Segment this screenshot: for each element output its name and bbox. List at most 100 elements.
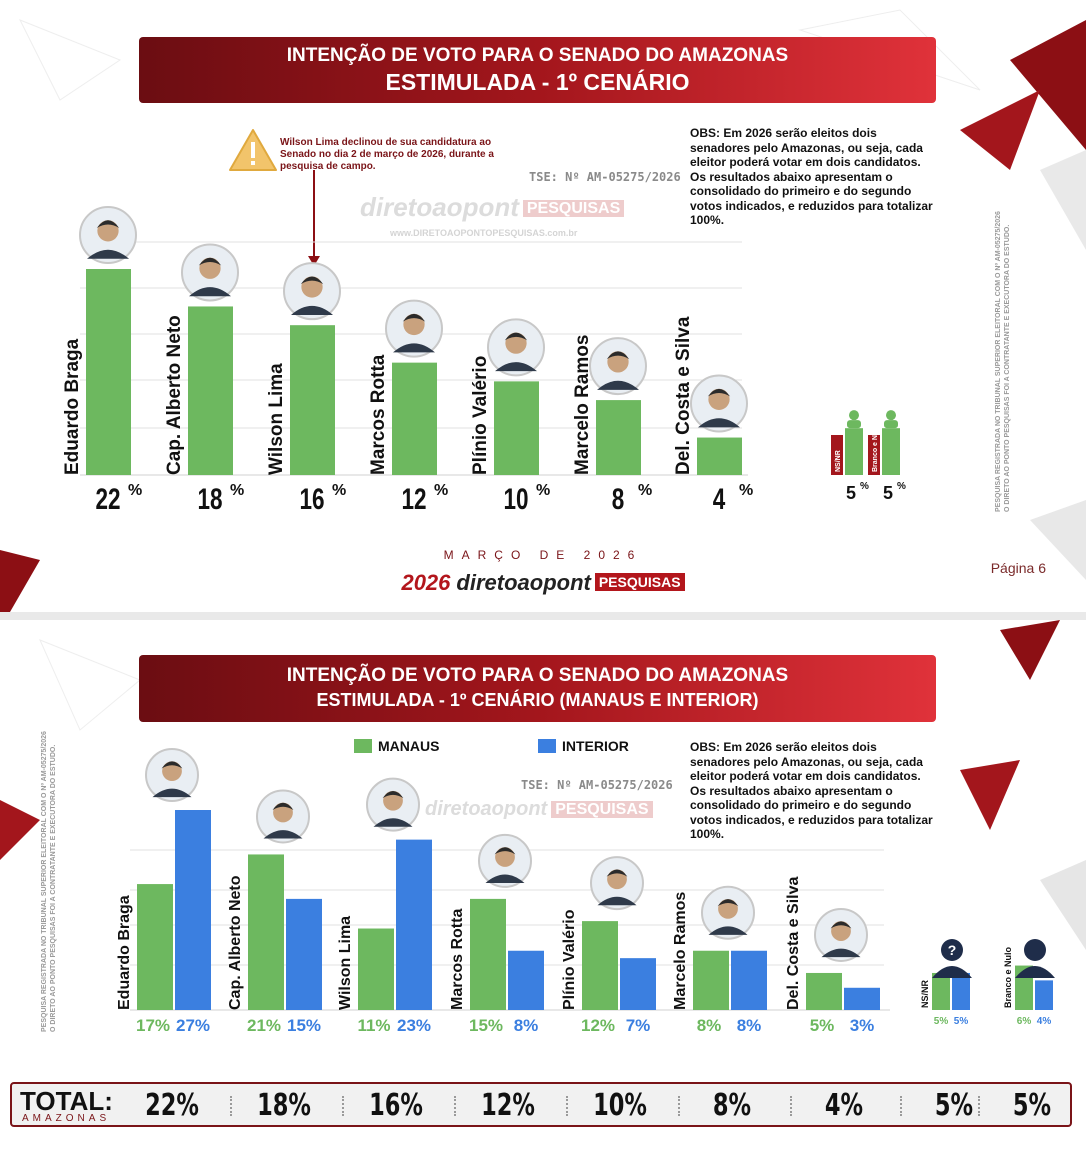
question-person-icon: ? <box>932 939 972 978</box>
candidate-photo <box>487 318 545 377</box>
total-separator <box>678 1096 680 1116</box>
title-line-1: INTENÇÃO DE VOTO PARA O SENADO DO AMAZON… <box>286 45 789 66</box>
total-value: 4% <box>824 1088 864 1123</box>
title-line-2: ESTIMULADA - 1º CENÁRIO (MANAUS E INTERI… <box>316 690 759 710</box>
bar-interior <box>175 810 211 1010</box>
watermark-logo: diretoaopont PESQUISAS <box>360 192 625 223</box>
watermark-badge: PESQUISAS <box>522 200 625 218</box>
note-arrow <box>308 170 320 266</box>
value-manaus: 17% <box>136 1016 170 1035</box>
category-label: Branco e Nulo <box>1003 946 1013 1008</box>
legend-manaus: MANAUS <box>354 738 439 754</box>
bar-interior <box>952 972 970 1010</box>
total-separator <box>790 1096 792 1116</box>
value-interior: 8% <box>737 1016 762 1035</box>
category-label: NS/NR <box>920 979 930 1008</box>
bar-interior <box>508 950 544 1010</box>
candidate-photo <box>181 243 239 302</box>
bar <box>697 437 742 475</box>
watermark-url: www.DIRETOAOPONTOPESQUISAS.com.br <box>390 228 578 238</box>
footer-year: 2026 <box>401 570 451 595</box>
bar-manaus <box>932 972 950 1010</box>
watermark-text: diretoaopont <box>360 192 519 222</box>
bar-interior <box>286 898 322 1010</box>
total-value: 18% <box>257 1088 311 1123</box>
value-interior: 23% <box>397 1016 431 1035</box>
total-label: TOTAL: <box>20 1086 113 1116</box>
bar-manaus <box>248 854 284 1010</box>
candidate-photo <box>256 789 310 844</box>
candidate-photo <box>690 374 748 433</box>
category-label: Eduardo Braga <box>62 338 83 475</box>
value-unit: % <box>536 482 550 499</box>
value-label: 10 <box>503 482 528 516</box>
category-label: Wilson Lima <box>337 916 354 1010</box>
value-unit: % <box>860 481 869 492</box>
value-label: 22 <box>95 482 120 516</box>
watermark-text: diretoaopont <box>425 798 548 820</box>
total-separator <box>454 1096 456 1116</box>
label-tag <box>868 435 880 475</box>
value-unit: % <box>332 482 346 499</box>
watermark-badge: PESQUISAS <box>551 800 653 818</box>
watermark-logo: diretoaopont PESQUISAS <box>425 798 653 821</box>
candidate-photo <box>145 748 199 802</box>
bar-manaus <box>358 928 394 1010</box>
bar-manaus <box>806 972 842 1010</box>
category-label: Cap. Alberto Neto <box>164 315 185 475</box>
slide-2: INTENÇÃO DE VOTO PARA O SENADO DO AMAZON… <box>0 620 1086 1150</box>
category-label: Wilson Lima <box>266 363 287 475</box>
value-manaus: 12% <box>581 1016 615 1035</box>
bar-manaus <box>693 950 729 1010</box>
bar-interior <box>396 839 432 1010</box>
total-separator <box>900 1096 902 1116</box>
value-interior: 3% <box>850 1016 875 1035</box>
total-value: 8% <box>712 1088 752 1123</box>
legend-label-interior: INTERIOR <box>562 738 629 754</box>
label-tag <box>831 435 843 475</box>
value-manaus: 6% <box>1017 1016 1032 1027</box>
value-interior: 4% <box>1037 1016 1052 1027</box>
category-label: Marcelo Ramos <box>572 335 593 475</box>
person-icon <box>847 410 861 429</box>
category-label: Marcos Rotta <box>368 354 389 475</box>
bar-interior <box>1035 980 1053 1010</box>
page-number: Página 6 <box>990 560 1046 576</box>
title-banner: INTENÇÃO DE VOTO PARA O SENADO DO AMAZON… <box>139 37 936 103</box>
warning-note: Wilson Lima declinou de sua candidatura … <box>280 137 494 172</box>
bar-interior <box>620 958 656 1010</box>
tse-registration: TSE: Nº AM-05275/2026 <box>529 170 681 184</box>
background-decoration <box>0 620 1086 950</box>
slide-divider <box>0 612 1086 620</box>
svg-text:?: ? <box>948 942 957 958</box>
value-manaus: 5% <box>934 1016 949 1027</box>
category-label: Eduardo Braga <box>116 895 133 1010</box>
candidate-photo <box>366 777 420 832</box>
bar <box>188 306 233 475</box>
obs-note: OBS: Em 2026 serão eleitos dois senadore… <box>690 740 933 841</box>
category-label: Marcelo Ramos <box>672 892 689 1010</box>
value-label: 12 <box>401 482 426 516</box>
total-value: 12% <box>481 1088 535 1123</box>
legend-label-manaus: MANAUS <box>378 738 440 754</box>
total-sublabel: AMAZONAS <box>22 1113 111 1124</box>
survey-month: MARÇO DE 2026 <box>443 548 643 562</box>
candidate-photo <box>283 262 341 321</box>
value-manaus: 8% <box>697 1016 722 1035</box>
category-label: Del. Costa e Silva <box>673 316 694 475</box>
candidate-photo <box>385 299 443 358</box>
candidate-photo <box>814 907 868 962</box>
bar-interior <box>731 950 767 1010</box>
title-banner: INTENÇÃO DE VOTO PARA O SENADO DO AMAZON… <box>139 655 936 722</box>
obs-note: OBS: Em 2026 serão eleitos dois senadore… <box>690 126 933 227</box>
tse-registration: TSE: Nº AM-05275/2026 <box>521 778 673 792</box>
value-manaus: 5% <box>810 1016 835 1035</box>
value-label: 4 <box>713 482 726 516</box>
candidate-photo <box>701 885 755 940</box>
value-label: 5 <box>846 483 856 503</box>
value-unit: % <box>434 482 448 499</box>
slide-1: INTENÇÃO DE VOTO PARA O SENADO DO AMAZON… <box>0 9 1086 612</box>
value-manaus: 15% <box>469 1016 503 1035</box>
value-unit: % <box>897 481 906 492</box>
